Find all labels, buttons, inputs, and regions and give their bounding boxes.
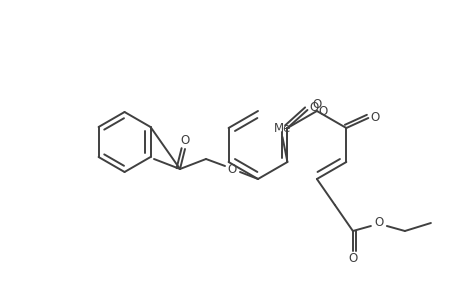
Text: O: O xyxy=(312,98,321,110)
Text: O: O xyxy=(374,217,383,230)
Text: O: O xyxy=(227,163,236,176)
Text: O: O xyxy=(347,253,357,266)
Text: O: O xyxy=(309,100,319,113)
Text: O: O xyxy=(370,110,379,124)
Text: O: O xyxy=(318,104,327,118)
Text: Me: Me xyxy=(273,122,291,134)
Text: O: O xyxy=(180,134,189,146)
